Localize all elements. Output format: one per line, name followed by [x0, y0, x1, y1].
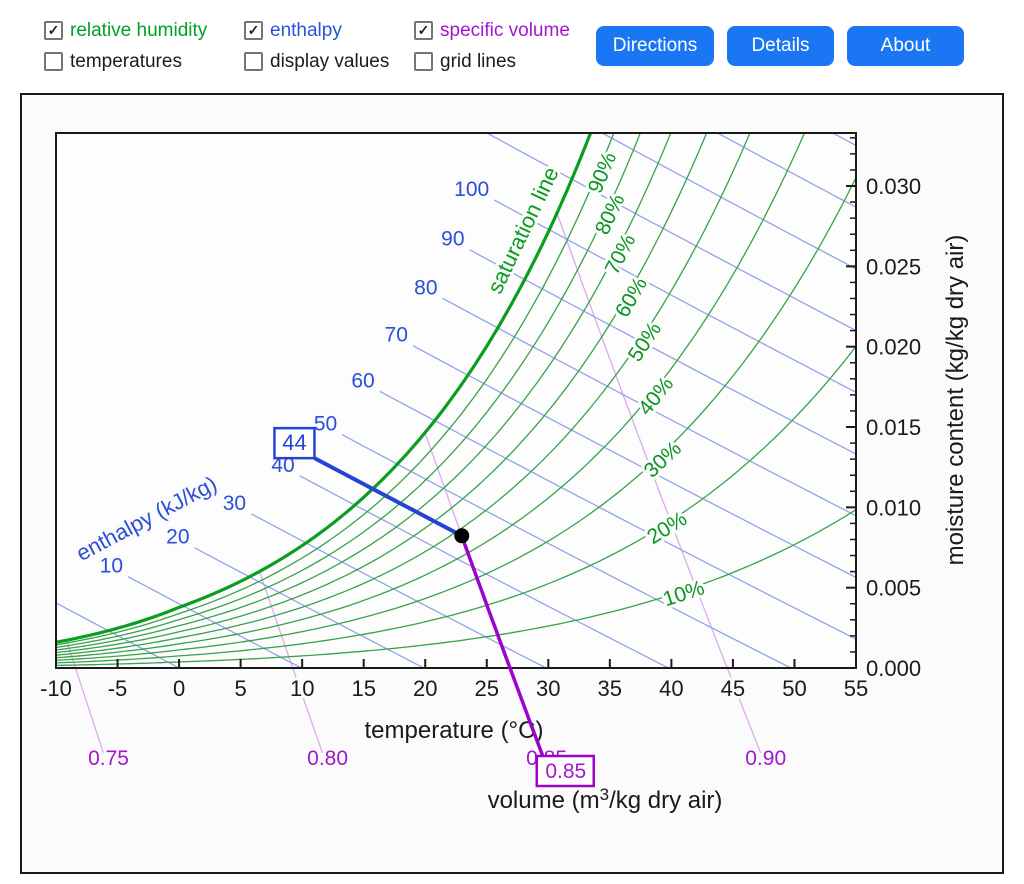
enthalpy-line-label: 30: [223, 492, 246, 515]
checkbox-display-values[interactable]: display values: [244, 46, 414, 77]
x-tick-label: 0: [173, 676, 185, 701]
rh-curve-70: [55, 132, 672, 651]
volume-axis-title: volume (m3/kg dry air): [488, 785, 723, 814]
enthalpy-line-140: [832, 132, 857, 147]
volume-line-label: 0.75: [88, 747, 129, 770]
grid-lines-checkbox-icon[interactable]: [414, 52, 433, 71]
enthalpy-value: 44: [282, 430, 306, 455]
y-tick-label: 0.010: [866, 495, 921, 520]
enthalpy-leader-line: [313, 456, 463, 538]
y-tick-label: 0.020: [866, 335, 921, 360]
rh-curve-60: [55, 132, 708, 654]
checkbox-enthalpy[interactable]: enthalpy: [244, 15, 414, 46]
enthalpy-line-label: 20: [166, 526, 189, 549]
temperatures-checkbox-icon[interactable]: [44, 52, 63, 71]
enthalpy-line-label: 100: [454, 178, 489, 201]
x-tick-label: 20: [413, 676, 437, 701]
x-tick-label: 55: [844, 676, 868, 701]
rh-curve-30: [55, 177, 857, 661]
details-button[interactable]: Details: [727, 26, 834, 66]
chart-frame: 0.750.800.850.90102030405060708090100ent…: [20, 93, 1004, 874]
x-tick-label: 30: [536, 676, 560, 701]
rh-curve-80: [55, 132, 641, 649]
volume-value: 0.85: [545, 760, 586, 783]
x-tick-label: 40: [659, 676, 683, 701]
checkbox-label: temperatures: [70, 51, 182, 72]
layer-checkbox-toolbar: relative humidity enthalpy specific volu…: [44, 15, 574, 77]
enthalpy-line-label: 50: [314, 413, 337, 436]
enthalpy-line-40: [299, 475, 669, 669]
checkbox-specific-volume[interactable]: specific volume: [414, 15, 574, 46]
enthalpy-checkbox-icon[interactable]: [244, 21, 263, 40]
enthalpy-line-80: [442, 297, 857, 517]
enthalpy-line-20: [194, 547, 425, 669]
volume-line-label: 0.90: [745, 747, 786, 770]
relative-humidity-checkbox-icon[interactable]: [44, 21, 63, 40]
enthalpy-line-50: [341, 434, 792, 669]
rh-curve-20: [55, 345, 857, 664]
y-tick-label: 0.005: [866, 576, 921, 601]
checkbox-label: enthalpy: [270, 20, 342, 41]
checkbox-label: display values: [270, 51, 390, 72]
enthalpy-line-label: 80: [414, 276, 437, 299]
about-button[interactable]: About: [847, 26, 964, 66]
enthalpy-line-label: 70: [385, 324, 408, 347]
enthalpy-line-110: [486, 132, 857, 332]
volume-line-label: 0.80: [307, 747, 348, 770]
checkbox-grid-lines[interactable]: grid lines: [414, 46, 574, 77]
enthalpy-line-10: [127, 576, 302, 669]
x-tick-label: -10: [40, 676, 72, 701]
rh-curve-50: [55, 132, 751, 656]
y-tick-label: 0.030: [866, 174, 921, 199]
x-tick-label: 25: [475, 676, 499, 701]
saturation-line: [55, 132, 593, 644]
y-tick-label: 0.025: [866, 254, 921, 279]
display-values-checkbox-icon[interactable]: [244, 52, 263, 71]
checkbox-label: grid lines: [440, 51, 517, 72]
button-toolbar: Directions Details About: [596, 26, 964, 66]
plot-background: [56, 133, 856, 668]
x-tick-label: 45: [721, 676, 745, 701]
volume-leader-line: [460, 535, 545, 757]
enthalpy-line-label: 60: [351, 369, 374, 392]
enthalpy-line-30: [250, 513, 547, 669]
enthalpy-line-100: [493, 199, 857, 393]
y-tick-label: 0.000: [866, 656, 921, 681]
enthalpy-line-120: [601, 132, 857, 270]
enthalpy-line-60: [379, 390, 857, 640]
enthalpy-line-70: [412, 345, 857, 579]
x-tick-label: 15: [351, 676, 375, 701]
y-tick-label: 0.015: [866, 415, 921, 440]
x-tick-label: -5: [108, 676, 128, 701]
directions-button[interactable]: Directions: [596, 26, 714, 66]
plot-border: [55, 132, 857, 669]
enthalpy-line-label: 10: [100, 555, 123, 578]
checkbox-relative-humidity[interactable]: relative humidity: [44, 15, 244, 46]
enthalpy-value-box[interactable]: [273, 426, 316, 460]
x-tick-label: 10: [290, 676, 314, 701]
volume-value-box[interactable]: [535, 754, 596, 788]
rh-curve-10: [55, 509, 857, 667]
enthalpy-line-130: [717, 132, 857, 208]
enthalpy-line-label: 90: [441, 228, 464, 251]
checkbox-label: relative humidity: [70, 20, 208, 41]
y-axis-title: moisture content (kg/kg dry air): [942, 235, 969, 566]
x-tick-label: 35: [598, 676, 622, 701]
rh-curve-90: [55, 132, 615, 646]
x-tick-label: 5: [234, 676, 246, 701]
checkbox-label: specific volume: [440, 20, 570, 41]
x-tick-label: 50: [782, 676, 806, 701]
specific-volume-checkbox-icon[interactable]: [414, 21, 433, 40]
psychrometric-chart[interactable]: 0.750.800.850.90102030405060708090100ent…: [22, 95, 1002, 872]
rh-curve-40: [55, 132, 806, 659]
x-axis-title: temperature (°C): [365, 717, 544, 744]
state-point-marker[interactable]: [454, 528, 470, 544]
checkbox-temperatures[interactable]: temperatures: [44, 46, 244, 77]
